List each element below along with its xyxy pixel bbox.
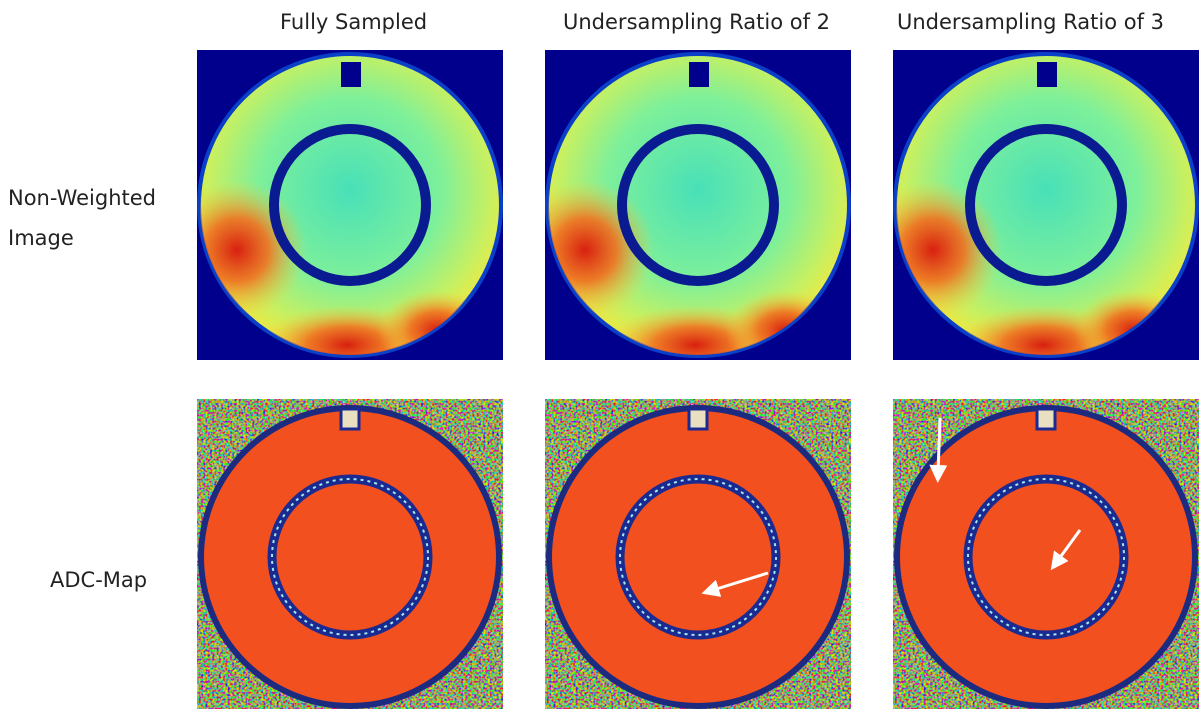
non-weighted-image (515, 50, 851, 385)
non-weighted-image (863, 50, 1199, 385)
row-label: Non-Weighted Image (8, 178, 188, 258)
column-title: Fully Sampled (280, 10, 427, 34)
arrow (938, 418, 940, 474)
figure-images (0, 0, 1204, 709)
adc-map-image (197, 399, 503, 709)
row-label: ADC-Map (50, 568, 147, 592)
column-title: Undersampling Ratio of 3 (897, 10, 1164, 34)
adc-map-image (545, 399, 851, 709)
figure: Fully Sampled Undersampling Ratio of 2 U… (0, 0, 1204, 709)
column-title: Undersampling Ratio of 2 (563, 10, 830, 34)
non-weighted-image (167, 50, 503, 385)
